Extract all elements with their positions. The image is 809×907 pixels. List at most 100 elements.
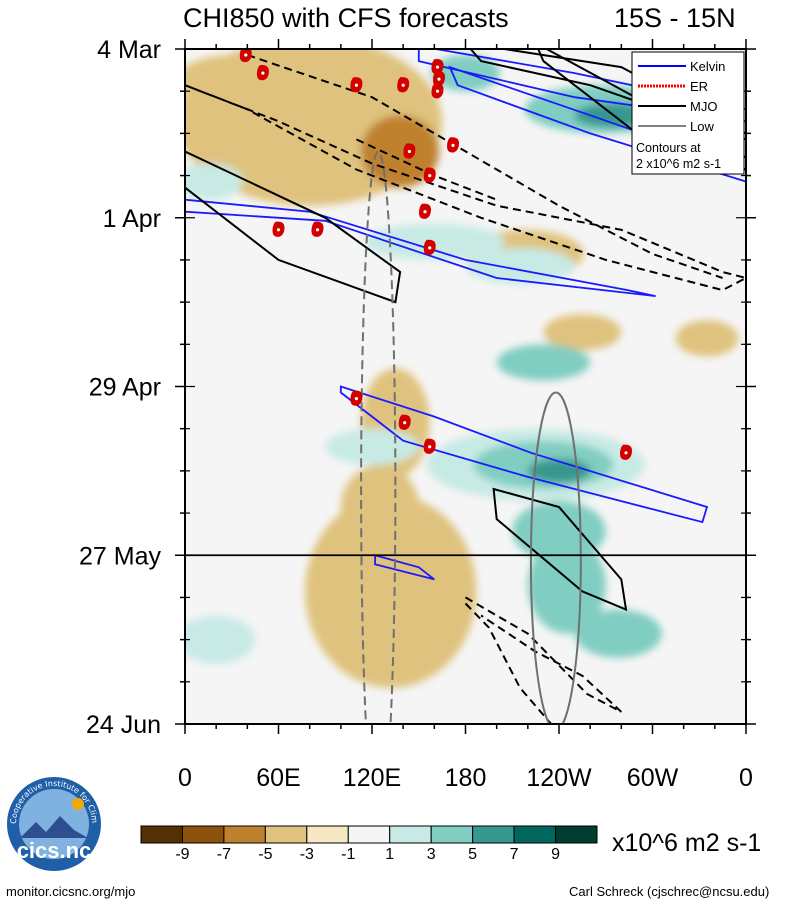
- colorbar-segment: [181, 825, 225, 844]
- logo-sun: [72, 798, 84, 810]
- logo-ring-textpath: Cooperative Institute for Climate and Sa…: [0, 0, 99, 824]
- colorbar-segment: [347, 825, 391, 844]
- er-marker: [419, 203, 431, 219]
- mjo-contour: [492, 487, 628, 612]
- er-marker: [311, 221, 324, 237]
- logo-text: cics.nc: [17, 838, 92, 863]
- er-marker-eye: [451, 143, 455, 147]
- er-marker-eye: [315, 228, 320, 232]
- anomaly-blob: [185, 615, 256, 664]
- legend-note: 2 x10^6 m2 s-1: [636, 157, 721, 171]
- er-marker: [398, 414, 411, 430]
- colorbar-segment: [306, 825, 349, 844]
- er-marker-eye: [428, 174, 432, 178]
- anomaly-blob: [574, 609, 662, 658]
- footer-credit: Carl Schreck (cjschrec@ncsu.edu): [569, 884, 770, 899]
- y-tick-label: 1 Apr: [103, 205, 161, 233]
- anomaly-blob: [527, 458, 591, 483]
- er-marker: [403, 143, 416, 159]
- er-marker: [350, 390, 363, 406]
- x-tick-label: 180: [445, 764, 487, 792]
- er-marker-eye: [437, 77, 441, 81]
- er-marker-eye: [428, 445, 432, 449]
- er-marker-eye: [244, 53, 248, 57]
- er-marker: [256, 64, 269, 81]
- chart-region: 15S - 15N: [614, 3, 736, 33]
- colorbar-segment: [472, 825, 515, 844]
- kelvin-contour: [185, 198, 656, 297]
- low-contour: [529, 391, 582, 724]
- chart-title: CHI850 with CFS forecasts: [183, 3, 509, 33]
- colorbar-segment: [264, 825, 308, 844]
- colorbar-label: 1: [385, 846, 394, 863]
- x-tick-label: 120W: [526, 764, 592, 792]
- colorbar-label: 3: [427, 846, 436, 863]
- x-tick-label: 120E: [343, 764, 401, 792]
- anomaly-blob: [675, 320, 739, 357]
- er-marker-eye: [407, 149, 411, 154]
- colorbar-label: -7: [217, 846, 231, 863]
- er-marker: [433, 70, 445, 87]
- anomaly-blobs: [185, 49, 739, 688]
- colorbar: -9 -7 -5 -3 -1 1 3 5 7 9 x10^6 m2 s-1: [140, 825, 761, 863]
- colorbar-segment: [513, 825, 557, 844]
- legend-label: ER: [690, 79, 708, 94]
- mjo-contour: [185, 150, 402, 304]
- colorbar-label: 9: [551, 846, 560, 863]
- y-tick-label: 24 Jun: [86, 711, 161, 739]
- er-marker-eye: [261, 71, 265, 75]
- er-marker-eye: [403, 421, 407, 425]
- anomaly-blob: [325, 428, 419, 465]
- low-contour: [360, 150, 397, 724]
- er-marker-eye: [428, 246, 432, 250]
- mjo-contour-negative: [464, 602, 552, 724]
- logo-mountains: [20, 816, 88, 838]
- legend-note: Contours at: [636, 141, 701, 155]
- anomaly-blob: [185, 55, 287, 104]
- logo-ring-text: Cooperative Institute for Climate and Sa…: [0, 0, 99, 824]
- legend-label: Low: [690, 119, 714, 134]
- er-marker: [397, 77, 410, 93]
- axes: 4 Mar 1 Apr 29 Apr 27 May 24 Jun 0 60E 120E 180 1…: [79, 36, 756, 792]
- colorbar-units: x10^6 m2 s-1: [612, 829, 761, 857]
- kelvin-contour: [448, 65, 746, 183]
- colorbar-segment: [140, 825, 183, 844]
- anomaly-field: [185, 49, 739, 688]
- legend: Kelvin ER MJO Low Contours at 2 x10^6 m2 s-1: [631, 51, 745, 175]
- y-tick-label: 29 Apr: [89, 374, 161, 402]
- colorbar-segment: [223, 825, 266, 844]
- er-marker: [423, 438, 436, 454]
- er-marker: [620, 444, 632, 460]
- legend-box: [631, 51, 745, 175]
- footer-url[interactable]: monitor.cicsnc.org/mjo: [6, 884, 136, 899]
- colorbar-segment: [389, 825, 432, 844]
- er-marker: [350, 77, 363, 93]
- colorbar-label: 5: [468, 846, 477, 863]
- er-marker: [431, 58, 444, 75]
- er-marker: [423, 239, 436, 256]
- er-markers: [239, 49, 632, 460]
- er-marker: [447, 137, 459, 153]
- x-tick-label: 0: [739, 764, 753, 792]
- colorbar-label: -1: [341, 846, 355, 863]
- x-tick-label: 60W: [627, 764, 679, 792]
- x-tick-label: 0: [178, 764, 192, 792]
- mjo-contour: [469, 49, 746, 141]
- er-marker: [239, 49, 252, 63]
- colorbar-label: -3: [300, 846, 314, 863]
- colorbar-label: -5: [258, 846, 272, 863]
- legend-label: MJO: [690, 99, 717, 114]
- er-marker: [423, 167, 436, 183]
- colorbar-label: 7: [510, 846, 519, 863]
- anomaly-blob: [465, 247, 575, 285]
- er-marker-eye: [435, 89, 440, 93]
- x-tick-label: 60E: [256, 764, 300, 792]
- anomaly-blob: [496, 344, 591, 381]
- er-marker-eye: [401, 83, 405, 87]
- er-marker: [272, 221, 285, 237]
- mjo-contour-negative: [246, 54, 723, 279]
- kelvin-contour: [417, 49, 746, 123]
- anomaly-blob: [304, 494, 477, 688]
- colorbar-label: -9: [175, 846, 189, 863]
